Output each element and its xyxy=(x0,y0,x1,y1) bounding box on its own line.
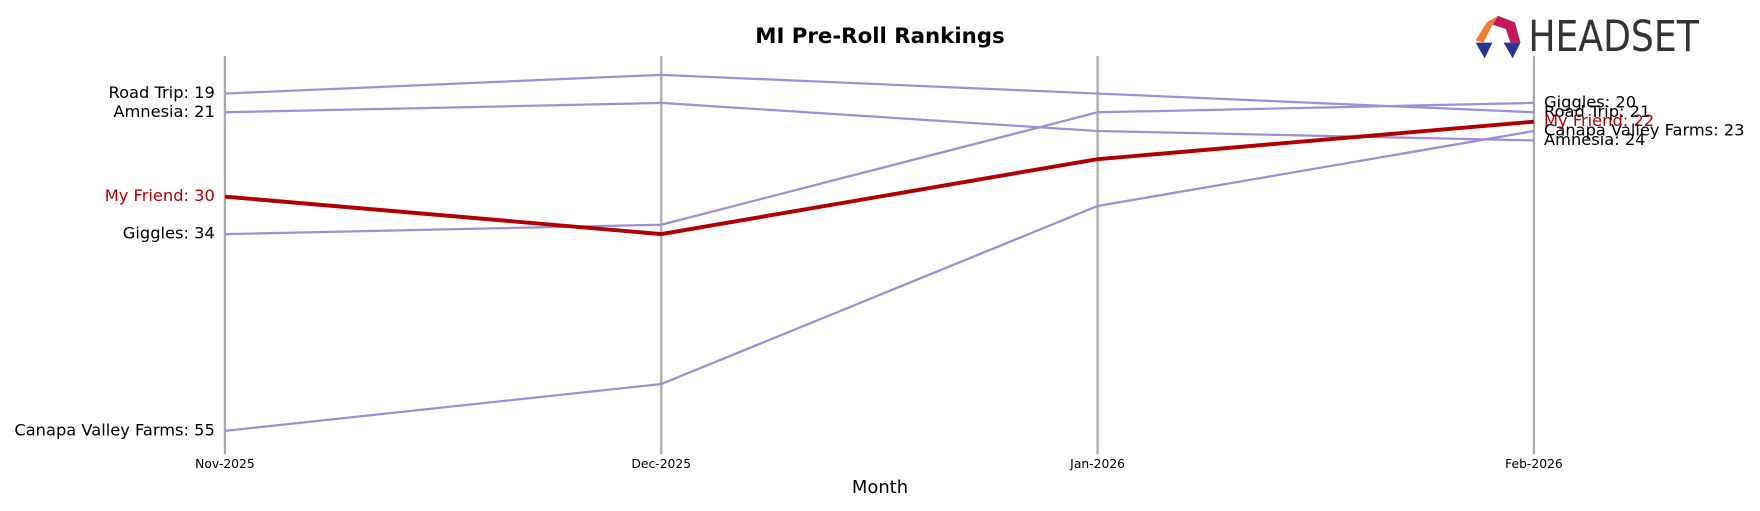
x-tick-label: Jan-2026 xyxy=(1069,457,1125,471)
logo-text: HEADSET xyxy=(1528,12,1699,62)
end-label: Amnesia: 24 xyxy=(1544,130,1646,149)
logo: HEADSET xyxy=(1475,12,1700,62)
end-label: Giggles: 20 xyxy=(1544,92,1636,111)
logo-mark xyxy=(1503,42,1521,59)
end-label: Road Trip: 21 xyxy=(1544,102,1650,121)
logo-mark xyxy=(1475,15,1499,43)
logo-mark xyxy=(1475,42,1493,59)
x-axis-label: Month xyxy=(852,477,908,498)
series-line xyxy=(224,129,1535,432)
logo-mark xyxy=(1492,15,1521,43)
x-tick-label: Dec-2025 xyxy=(631,457,691,471)
series-line xyxy=(224,101,1534,142)
start-label: Canapa Valley Farms: 55 xyxy=(14,420,214,439)
end-label: My Friend: 22 xyxy=(1544,111,1654,130)
series-line xyxy=(224,119,1535,237)
series-line xyxy=(224,101,1534,236)
end-label: Canapa Valley Farms: 23 xyxy=(1544,121,1744,140)
x-tick-label: Feb-2026 xyxy=(1505,457,1563,471)
start-label: My Friend: 30 xyxy=(105,186,215,205)
chart-title: MI Pre-Roll Rankings xyxy=(755,24,1004,49)
start-label: Road Trip: 19 xyxy=(109,83,215,102)
start-label: Giggles: 34 xyxy=(123,224,215,243)
series-line xyxy=(224,73,1534,114)
start-label: Amnesia: 21 xyxy=(113,102,215,121)
x-tick-label: Nov-2025 xyxy=(195,457,255,471)
